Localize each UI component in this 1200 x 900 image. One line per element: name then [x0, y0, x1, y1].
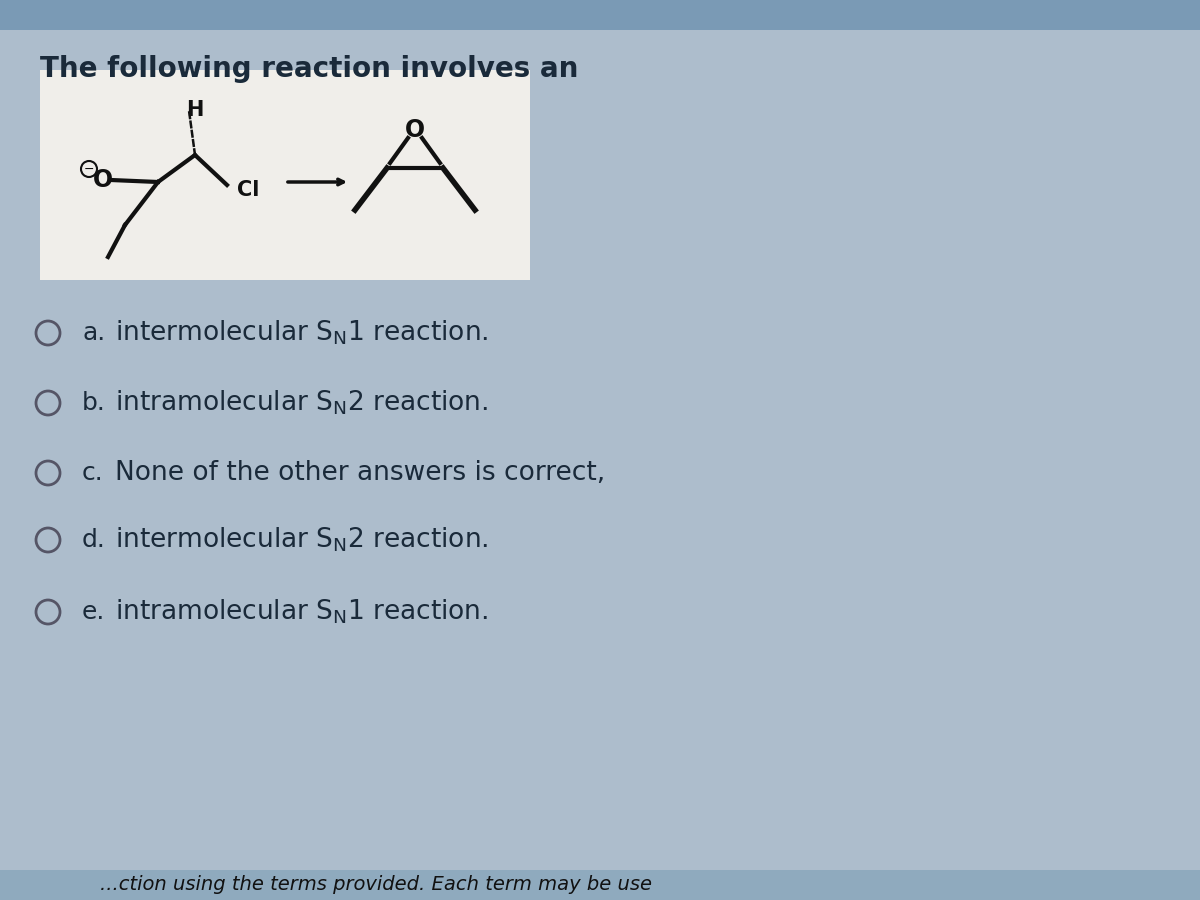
Bar — [0, 870, 1200, 900]
Text: c.: c. — [82, 461, 103, 485]
Text: a.: a. — [82, 321, 106, 345]
Text: intermolecular S$_\mathrm{N}$2 reaction.: intermolecular S$_\mathrm{N}$2 reaction. — [115, 526, 488, 554]
Text: −: − — [84, 163, 95, 176]
Bar — [0, 0, 1200, 30]
Text: The following reaction involves an: The following reaction involves an — [40, 55, 578, 83]
Text: None of the other answers is correct,: None of the other answers is correct, — [115, 460, 605, 486]
Text: d.: d. — [82, 528, 106, 552]
Text: Cl: Cl — [238, 180, 259, 200]
Text: H: H — [186, 100, 204, 120]
Text: intermolecular S$_\mathrm{N}$1 reaction.: intermolecular S$_\mathrm{N}$1 reaction. — [115, 319, 488, 347]
Text: O: O — [92, 168, 113, 192]
Text: ...ction using the terms provided. Each term may be use: ...ction using the terms provided. Each … — [100, 876, 652, 895]
Text: intramolecular S$_\mathrm{N}$1 reaction.: intramolecular S$_\mathrm{N}$1 reaction. — [115, 598, 488, 626]
Text: O: O — [404, 118, 425, 142]
Text: intramolecular S$_\mathrm{N}$2 reaction.: intramolecular S$_\mathrm{N}$2 reaction. — [115, 389, 488, 418]
Text: b.: b. — [82, 391, 106, 415]
Bar — [40, 70, 530, 280]
Text: e.: e. — [82, 600, 106, 624]
